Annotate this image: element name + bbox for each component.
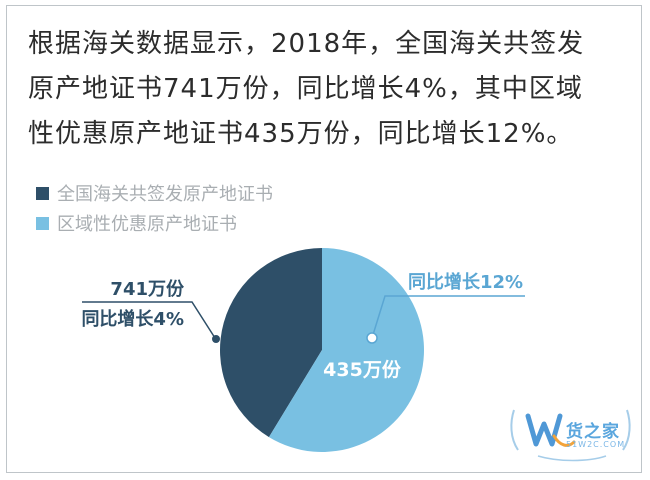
annotation-total-growth: 同比增长4% bbox=[81, 308, 184, 330]
leader-dot-regional bbox=[366, 332, 378, 344]
annotation-total-value: 741万份 bbox=[110, 278, 185, 300]
chart-legend: 全国海关共签发原产地证书 区域性优惠原产地证书 bbox=[36, 178, 273, 238]
infographic-frame bbox=[6, 5, 642, 473]
watermark-text: 货之家 bbox=[566, 422, 620, 442]
annotation-regional-value: 435万份 bbox=[323, 358, 402, 381]
legend-label-regional: 区域性优惠原产地证书 bbox=[57, 214, 237, 235]
pie-slice-total bbox=[219, 248, 322, 438]
annotation-regional-growth: 同比增长12% bbox=[408, 271, 523, 293]
headline-line-2: 原产地证书741万份，同比增长4%，其中区域 bbox=[28, 74, 583, 104]
headline-line-3: 性优惠原产地证书435万份，同比增长12%。 bbox=[28, 119, 574, 149]
pie-slice-regional bbox=[268, 248, 424, 453]
headline-text: 根据海关数据显示，2018年，全国海关共签发 原产地证书741万份，同比增长4%… bbox=[28, 22, 628, 157]
leader-dot-total bbox=[212, 335, 220, 343]
legend-swatch-light bbox=[36, 216, 49, 230]
legend-swatch-dark bbox=[36, 186, 49, 200]
leader-line-total bbox=[82, 301, 216, 339]
legend-item-regional: 区域性优惠原产地证书 bbox=[36, 208, 273, 238]
leader-line-regional bbox=[371, 295, 525, 339]
watermark-logo bbox=[508, 402, 633, 464]
legend-label-total: 全国海关共签发原产地证书 bbox=[57, 184, 273, 205]
legend-item-total: 全国海关共签发原产地证书 bbox=[36, 178, 273, 208]
watermark-subtext: 51W2C.COM bbox=[566, 440, 626, 449]
headline-line-1: 根据海关数据显示，2018年，全国海关共签发 bbox=[28, 29, 585, 59]
